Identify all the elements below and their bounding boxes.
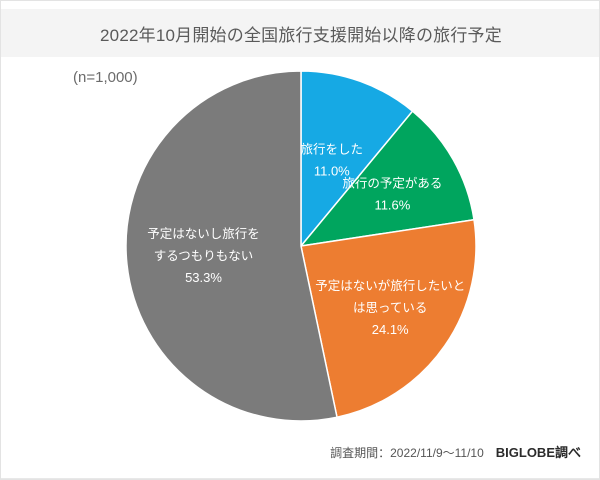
pie-slice-label: 旅行をした: [301, 142, 364, 156]
pie-slice-label: 予定はないし旅行を: [147, 226, 260, 241]
pie-slice-label: は思っている: [353, 301, 427, 315]
pie-slice-value: 11.0%: [314, 163, 350, 178]
title-band: 2022年10月開始の全国旅行支援開始以降の旅行予定: [1, 9, 599, 57]
pie-label-group: 旅行をした 11.0%旅行の予定がある 11.6% 予定はないが旅行したいとは思ってい…: [147, 142, 465, 336]
pie-slice-value: 11.6%: [374, 197, 410, 212]
brand-credit: BIGLOBE調べ: [495, 445, 581, 460]
sample-size-label: (n=1,000): [73, 69, 138, 86]
pie-slice[interactable]: [299, 110, 475, 248]
page-title: 2022年10月開始の全国旅行支援開始以降の旅行予定: [100, 25, 502, 45]
footer: 調査期間：2022/11/9〜11/10 BIGLOBE調べ: [330, 442, 581, 461]
bottom-divider: [1, 478, 599, 479]
pie-slice[interactable]: [300, 218, 477, 419]
pie-slice-value: 53.3%: [185, 270, 222, 285]
pie-slice-value: 24.1%: [372, 322, 409, 337]
pie-slice-label: 旅行の予定がある: [342, 175, 442, 190]
pie-slice-group: [125, 70, 477, 422]
survey-period: 調査期間：2022/11/9〜11/10: [330, 446, 484, 460]
pie-slice[interactable]: [125, 70, 338, 422]
pie-slice[interactable]: [300, 70, 414, 249]
pie-slice-label: 予定はないが旅行したいと: [315, 278, 465, 293]
pie-slice-label: するつもりもない: [154, 249, 254, 263]
